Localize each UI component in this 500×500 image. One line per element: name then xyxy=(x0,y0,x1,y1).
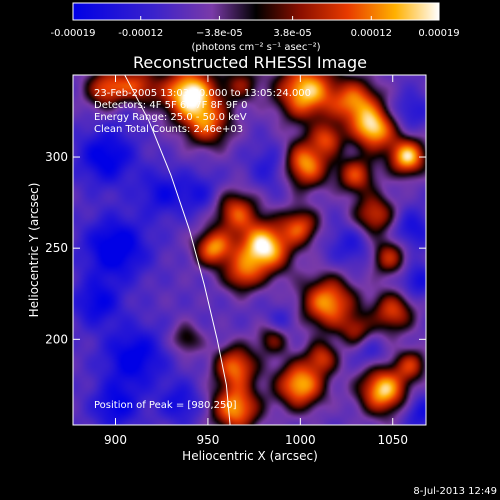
x-tick-label: 1000 xyxy=(285,433,316,447)
annotation-total-counts: Clean Total Counts: 2.46e+03 xyxy=(94,124,243,135)
y-tick-label: 300 xyxy=(45,150,68,164)
colorbar-ticks: -0.00019 -0.00012 −3.8e-05 3.8e-05 0.00012 0.… xyxy=(51,16,460,39)
y-tick-label: 250 xyxy=(45,241,68,255)
y-axis-label: Heliocentric Y (arcsec) xyxy=(27,183,41,318)
date-stamp: 8-Jul-2013 12:49 xyxy=(413,486,497,497)
x-tick-label: 950 xyxy=(196,433,219,447)
colorbar-tick-label: -0.00012 xyxy=(118,28,163,39)
annotation-energy-range: Energy Range: 25.0 - 50.0 keV xyxy=(94,112,247,123)
x-axis-label: Heliocentric X (arcsec) xyxy=(182,449,318,463)
annotation-time-range: 23-Feb-2005 13:03:20.000 to 13:05:24.000 xyxy=(94,88,311,99)
colorbar-tick-label: −3.8e-05 xyxy=(196,28,243,39)
heatmap-image xyxy=(73,75,426,425)
solar-limb-line xyxy=(124,75,231,425)
colorbar-tick-label: 0.00019 xyxy=(418,28,459,39)
plot-frame xyxy=(72,74,427,426)
y-tick-label: 200 xyxy=(45,332,68,346)
colorbar: -0.00019 -0.00012 −3.8e-05 3.8e-05 0.00012 0.… xyxy=(51,2,460,53)
colorbar-tick-label: 0.00012 xyxy=(351,28,392,39)
x-tick-label: 1050 xyxy=(377,433,408,447)
annotation-detectors: Detectors: 4F 5F 6F 7F 8F 9F 0 xyxy=(94,100,247,111)
plot-area xyxy=(73,75,426,425)
annotation-peak-position: Position of Peak = [980,250] xyxy=(94,400,237,411)
colorbar-tick-label: -0.00019 xyxy=(51,28,96,39)
x-tick-label: 900 xyxy=(104,433,127,447)
colorbar-unit-label: (photons cm⁻² s⁻¹ asec⁻²) xyxy=(191,42,320,53)
chart-title: Reconstructed RHESSI Image xyxy=(133,53,367,72)
y-axis-ticks: 200 250 300 xyxy=(45,150,426,346)
colorbar-scale xyxy=(72,2,440,21)
info-annotations: 23-Feb-2005 13:03:20.000 to 13:05:24.000… xyxy=(94,88,311,411)
colorbar-tick-label: 3.8e-05 xyxy=(273,28,311,39)
x-axis-ticks: 900 950 1000 1050 xyxy=(104,75,408,447)
